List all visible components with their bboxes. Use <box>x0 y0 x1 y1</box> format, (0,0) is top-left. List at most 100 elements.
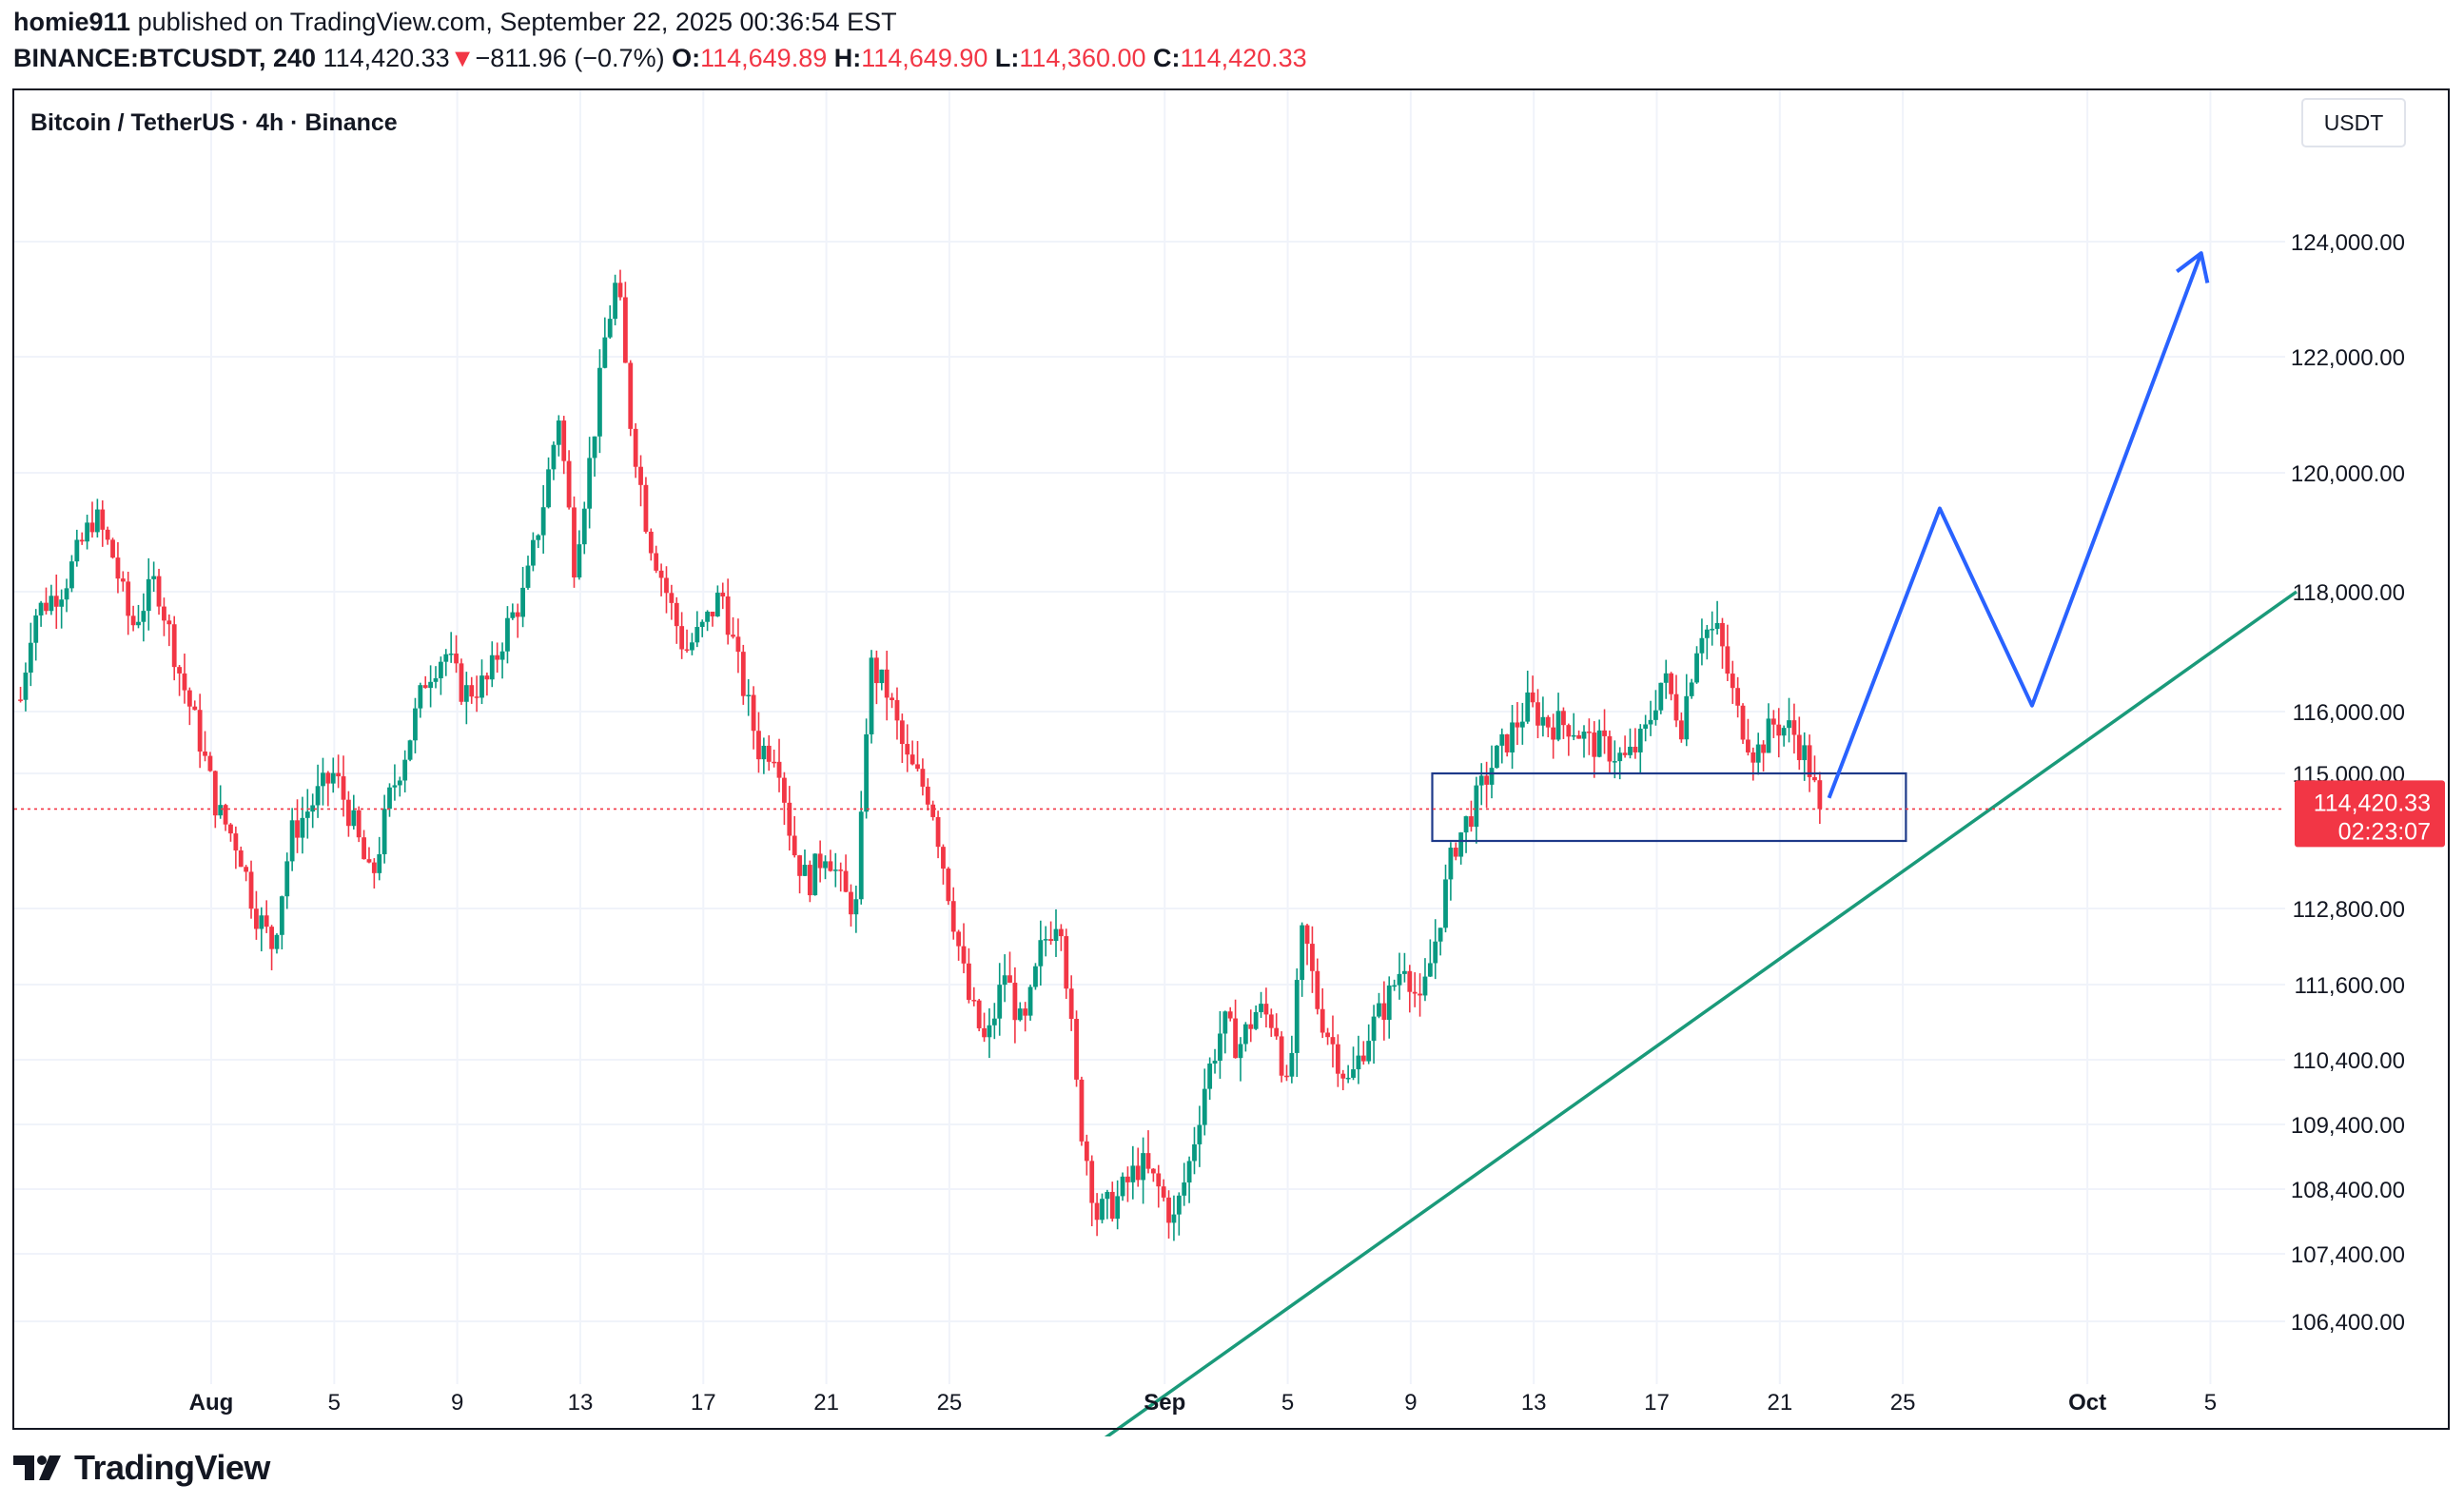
time-tick-label: 21 <box>813 1390 839 1416</box>
candle <box>1525 671 1531 724</box>
candle <box>1684 674 1690 747</box>
candle <box>735 618 741 674</box>
candle-body <box>731 635 735 637</box>
candle <box>1694 646 1699 684</box>
candle <box>341 755 346 817</box>
candle-body <box>438 661 443 679</box>
candle <box>1581 725 1587 758</box>
candle-body <box>1545 716 1551 728</box>
candle-body <box>85 522 90 542</box>
candle <box>1222 1010 1228 1054</box>
candle-body <box>100 509 106 530</box>
candle-body <box>1007 975 1012 984</box>
time-tick-label: 5 <box>2204 1390 2217 1416</box>
candle <box>1791 703 1797 754</box>
candle <box>300 796 305 854</box>
candle-body <box>1499 733 1505 746</box>
candle <box>572 496 577 588</box>
candle-body <box>690 642 694 651</box>
trend-line[interactable] <box>1060 590 2298 1436</box>
candle <box>38 600 44 627</box>
candle-body <box>669 593 675 603</box>
candle-body <box>207 755 213 772</box>
price-chart[interactable]: 124,000.00 122,000.00 120,000.00 118,000.00… <box>0 0 2464 1436</box>
tradingview-logo[interactable]: TradingView <box>13 1448 270 1488</box>
candle <box>1776 708 1782 758</box>
chart-title: Bitcoin / TetherUS · 4h · Binance <box>30 109 398 136</box>
candle <box>489 641 495 688</box>
candle-body <box>1381 1003 1387 1021</box>
candle <box>1735 676 1741 718</box>
candle-body <box>1704 629 1710 638</box>
candle <box>546 457 551 509</box>
candle <box>1084 1134 1089 1176</box>
author-name[interactable]: homie911 <box>13 8 131 36</box>
candle <box>551 441 557 480</box>
candle-body <box>540 507 546 536</box>
candle-body <box>1730 674 1735 689</box>
candle <box>1048 921 1054 946</box>
candle <box>126 571 131 635</box>
candle <box>1448 842 1454 901</box>
candle-body <box>613 283 618 320</box>
candle <box>694 611 700 648</box>
candle-body <box>469 685 475 697</box>
candle <box>915 740 920 772</box>
candle-body <box>1525 692 1531 722</box>
candle-body <box>1669 673 1673 694</box>
candle-body <box>1351 1069 1356 1078</box>
candle <box>766 734 772 772</box>
candle <box>792 815 797 858</box>
candle <box>1115 1180 1121 1230</box>
candle-body <box>1192 1143 1197 1162</box>
candle-body <box>787 802 792 836</box>
candle-body <box>1755 744 1761 763</box>
candle-body <box>879 669 885 684</box>
candle-body <box>581 508 587 545</box>
candle-body <box>1596 730 1602 757</box>
candle-body <box>1130 1165 1136 1182</box>
candle-body <box>664 577 669 594</box>
projection-arrowhead-icon <box>2176 251 2210 283</box>
price-tick-label: 110,400.00 <box>2293 1048 2405 1074</box>
currency-button-frame[interactable] <box>2301 98 2406 147</box>
candle <box>1755 732 1761 775</box>
candle-body <box>1612 761 1617 763</box>
candle-body <box>1345 1077 1351 1080</box>
support-zone-box[interactable] <box>1431 772 1907 843</box>
candle <box>89 501 95 538</box>
candle-body <box>1653 710 1658 720</box>
candle-body <box>1023 1008 1028 1016</box>
price-axis[interactable]: 124,000.00 122,000.00 120,000.00 118,000.00… <box>2291 230 2445 1336</box>
candle-body <box>443 654 449 662</box>
currency-button[interactable]: USDT <box>2301 98 2406 147</box>
candle-body <box>1315 970 1320 1009</box>
candle-body <box>79 539 85 542</box>
candle <box>966 947 971 1004</box>
candle <box>1192 1126 1197 1175</box>
time-axis[interactable]: Aug 5 9 13 17 21 25 Sep 5 9 13 17 21 25 Oct 5 <box>189 1390 2217 1416</box>
drawing-layer[interactable] <box>14 251 2298 1436</box>
chart-frame <box>12 88 2450 1430</box>
candle <box>1576 730 1582 739</box>
candle <box>1469 800 1474 832</box>
candle-body <box>756 731 761 760</box>
tradingview-wordmark: TradingView <box>74 1448 270 1487</box>
candle <box>33 609 39 661</box>
candle-body <box>1422 976 1428 996</box>
candle <box>321 757 325 806</box>
currency-label[interactable]: USDT <box>2324 110 2384 135</box>
candle-body <box>1279 1036 1284 1076</box>
candle <box>1007 951 1012 984</box>
candle <box>776 738 782 792</box>
candle-body <box>899 720 905 745</box>
candle <box>1053 908 1059 957</box>
candle <box>212 770 218 829</box>
candle <box>74 529 80 567</box>
candle <box>817 840 823 883</box>
candle <box>228 823 233 842</box>
projection-path[interactable] <box>1827 252 2203 799</box>
candle-body <box>346 799 351 827</box>
candle-body <box>304 811 310 818</box>
candle <box>756 712 761 773</box>
